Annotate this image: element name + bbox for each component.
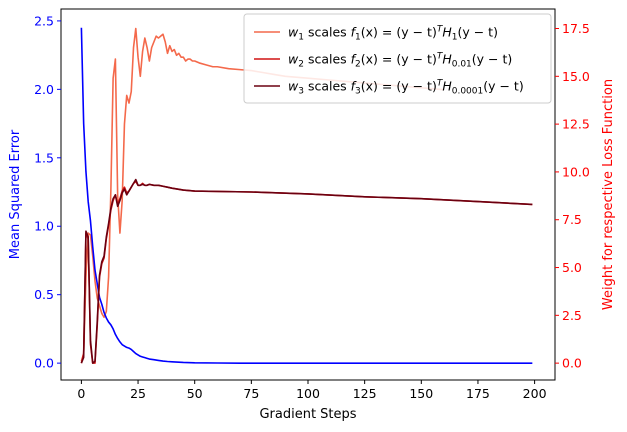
series-line-0 bbox=[80, 27, 533, 364]
x-tick-label: 150 bbox=[409, 386, 433, 401]
x-axis-title: Gradient Steps bbox=[259, 407, 356, 422]
series-layer bbox=[80, 27, 533, 364]
x-tick-label: 125 bbox=[353, 386, 377, 401]
y-left-tick-label: 0.5 bbox=[34, 287, 54, 302]
y-left-tick-label: 1.5 bbox=[34, 150, 54, 165]
y-axis-left-title: Mean Squared Error bbox=[8, 129, 23, 259]
x-tick-label: 50 bbox=[187, 386, 203, 401]
y-axis-right: 0.0 2.5 5.0 7.5 10.0 12.5 15.0 17.5 bbox=[555, 21, 590, 371]
y-left-tick-label: 2.0 bbox=[34, 82, 54, 97]
y-right-tick-label: 17.5 bbox=[562, 21, 590, 36]
x-tick-label: 200 bbox=[523, 386, 547, 401]
series-line-3 bbox=[80, 178, 533, 364]
x-tick-label: 100 bbox=[296, 386, 320, 401]
x-tick-label: 75 bbox=[243, 386, 259, 401]
x-tick-label: 25 bbox=[130, 386, 146, 401]
x-tick-label: 175 bbox=[466, 386, 490, 401]
y-right-tick-label: 15.0 bbox=[562, 69, 590, 84]
y-left-tick-label: 2.5 bbox=[34, 13, 54, 28]
y-left-tick-label: 0.0 bbox=[34, 356, 54, 371]
y-axis-left: 0.0 0.5 1.0 1.5 2.0 2.5 bbox=[34, 13, 61, 371]
legend-label: w2 scales f2(x) = (y − t)TH0.01(y − t) bbox=[288, 52, 512, 70]
y-axis-right-title: Weight for respective Loss Function bbox=[601, 79, 616, 310]
series-line-1 bbox=[80, 27, 445, 362]
series-line-2 bbox=[80, 180, 533, 364]
y-right-tick-label: 7.5 bbox=[562, 212, 582, 227]
legend-box bbox=[243, 13, 552, 104]
y-left-tick-label: 1.0 bbox=[34, 219, 54, 234]
y-right-tick-label: 2.5 bbox=[562, 308, 582, 323]
y-right-tick-label: 10.0 bbox=[562, 164, 590, 179]
legend-label: w1 scales f1(x) = (y − t)TH1(y − t) bbox=[288, 25, 498, 43]
legend: w1 scales f1(x) = (y − t)TH1(y − t) w2 sc… bbox=[243, 13, 552, 104]
y-right-tick-label: 12.5 bbox=[562, 117, 590, 132]
x-axis: 0 25 50 75 100 125 150 175 200 bbox=[77, 380, 547, 401]
y-right-tick-label: 0.0 bbox=[562, 356, 582, 371]
y-right-tick-label: 5.0 bbox=[562, 260, 582, 275]
x-tick-label: 0 bbox=[77, 386, 85, 401]
legend-label: w3 scales f3(x) = (y − t)TH0.0001(y − t) bbox=[288, 79, 524, 97]
